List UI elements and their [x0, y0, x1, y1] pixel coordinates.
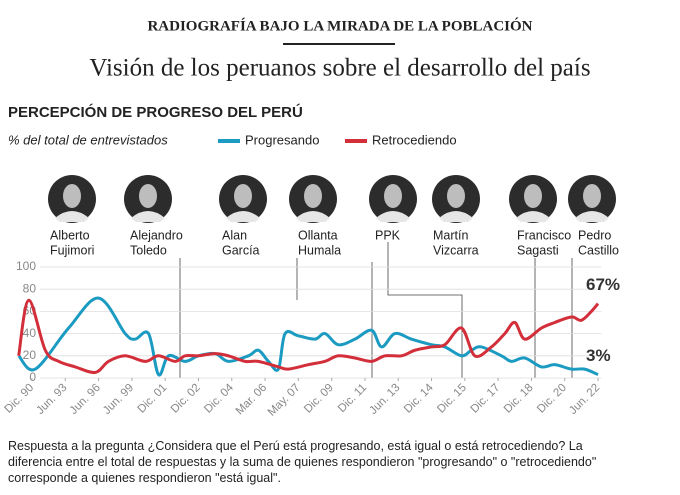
- chart-subtitle: % del total de entrevistados: [8, 132, 168, 147]
- portrait-face: [234, 184, 252, 208]
- x-tick-label: Dic. 15: [435, 382, 469, 416]
- x-tick-label: Jun. 22: [567, 382, 602, 417]
- x-tick-label: Dic. 17: [469, 382, 503, 416]
- portrait-body: [575, 211, 609, 222]
- portrait-body: [226, 211, 260, 222]
- portrait-body: [439, 211, 473, 222]
- portrait-body: [516, 211, 550, 222]
- president-name: PPK: [375, 228, 401, 242]
- portrait-body: [376, 211, 410, 222]
- end-label: 67%: [586, 275, 620, 294]
- president-name: Fujimori: [50, 243, 94, 257]
- portrait-body: [131, 211, 165, 222]
- portrait-face: [524, 184, 542, 208]
- x-tick-label: Dic. 11: [336, 382, 369, 415]
- president-name: Vizcarra: [433, 243, 479, 257]
- end-label: 3%: [586, 346, 611, 365]
- portrait-face: [583, 184, 601, 208]
- legend-label: Retrocediendo: [372, 132, 457, 147]
- president-name: Toledo: [130, 243, 167, 257]
- president-name: Alberto: [50, 228, 90, 242]
- x-tick-label: Dic. 02: [169, 382, 203, 416]
- portrait-face: [447, 184, 465, 208]
- president-name: Alejandro: [130, 228, 183, 242]
- portrait-face: [139, 184, 157, 208]
- president-name: Sagasti: [517, 243, 559, 257]
- kicker: RADIOGRAFÍA BAJO LA MIRADA DE LA POBLACI…: [147, 17, 532, 34]
- president-name: Francisco: [517, 228, 571, 242]
- president-name: Pedro: [578, 228, 611, 242]
- y-tick-label: 20: [23, 348, 37, 362]
- x-tick-label: Dic. 14: [402, 381, 436, 415]
- portrait-face: [63, 184, 81, 208]
- y-tick-label: 80: [23, 281, 37, 295]
- x-tick-label: May. 07: [266, 382, 303, 419]
- y-tick-label: 0: [29, 370, 36, 384]
- x-tick-label: Jun. 13: [367, 382, 402, 417]
- y-tick-label: 100: [16, 259, 36, 273]
- president-name: Alan: [222, 228, 247, 242]
- x-tick-label: Jun. 96: [68, 382, 103, 417]
- x-tick-label: Dic. 20: [535, 382, 569, 416]
- portrait-body: [55, 211, 89, 222]
- portrait-face: [304, 184, 322, 208]
- president-name: García: [222, 243, 260, 257]
- chart-title: PERCEPCIÓN DE PROGRESO DEL PERÚ: [8, 103, 303, 121]
- president-name: Castillo: [578, 243, 619, 257]
- y-tick-label: 40: [23, 326, 37, 340]
- legend-label: Progresando: [245, 132, 319, 147]
- x-tick-label: Dic. 18: [502, 382, 536, 416]
- portraits: [48, 175, 616, 223]
- portrait-body: [296, 211, 330, 222]
- footnote: Respuesta a la pregunta ¿Considera que e…: [8, 439, 597, 485]
- x-tick-label: Dic. 01: [136, 382, 170, 416]
- president-name: Ollanta: [298, 228, 338, 242]
- series-line: [17, 298, 600, 375]
- president-leaders: [179, 242, 573, 378]
- x-tick-label: Dic. 90: [2, 382, 36, 416]
- portrait-face: [384, 184, 402, 208]
- page-title: Visión de los peruanos sobre el desarrol…: [89, 55, 590, 82]
- president-name: Martín: [433, 228, 468, 242]
- x-tick-label: Jun. 93: [34, 382, 69, 417]
- president-name: Humala: [298, 243, 341, 257]
- x-tick-label: Jun. 99: [101, 382, 136, 417]
- x-tick-label: Dic. 04: [202, 381, 236, 415]
- series-line: [17, 296, 599, 377]
- x-tick-label: Dic. 09: [302, 382, 336, 416]
- x-tick-label: Mar. 06: [234, 382, 270, 418]
